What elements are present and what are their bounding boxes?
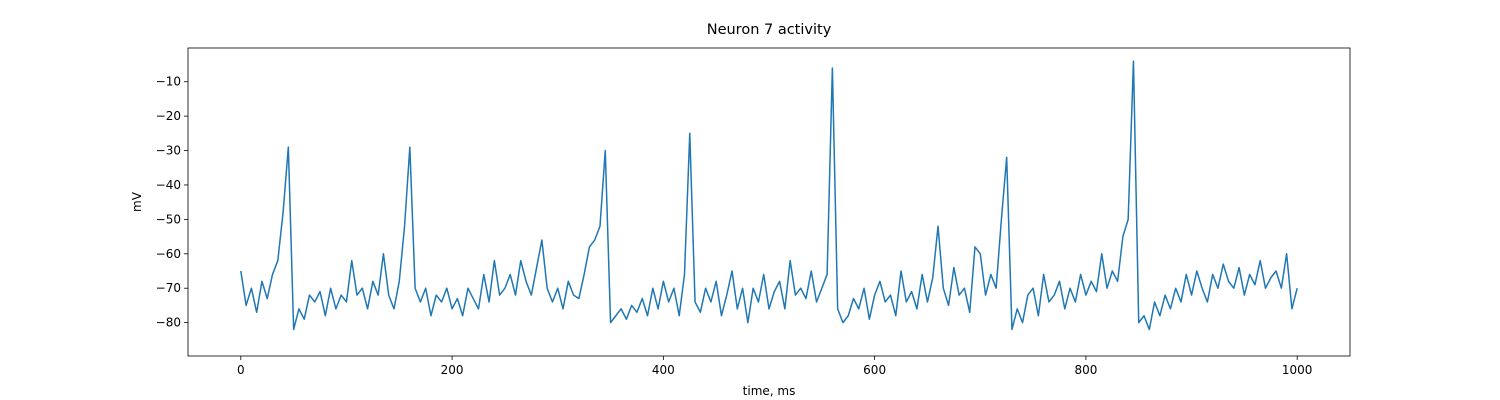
signal-line: [240, 60, 1298, 331]
y-tick-label: −80: [156, 316, 181, 330]
x-tick-label: 0: [237, 363, 245, 377]
y-tick-label: −40: [156, 178, 181, 192]
y-tick-label: −30: [156, 144, 181, 158]
x-tick-label: 1000: [1282, 363, 1313, 377]
x-tick-label: 800: [1074, 363, 1097, 377]
y-tick-label: −70: [156, 281, 181, 295]
chart-title: Neuron 7 activity: [707, 22, 832, 38]
y-tick-label: −60: [156, 247, 181, 261]
y-tick-label: −20: [156, 109, 181, 123]
x-tick-label: 400: [652, 363, 675, 377]
x-axis-label: time, ms: [743, 384, 796, 398]
y-axis-label: mV: [130, 191, 144, 212]
y-tick-label: −50: [156, 212, 181, 226]
x-tick-label: 200: [441, 363, 464, 377]
y-tick-label: −10: [156, 75, 181, 89]
x-tick-label: 600: [863, 363, 886, 377]
plot-frame: [187, 47, 1351, 357]
